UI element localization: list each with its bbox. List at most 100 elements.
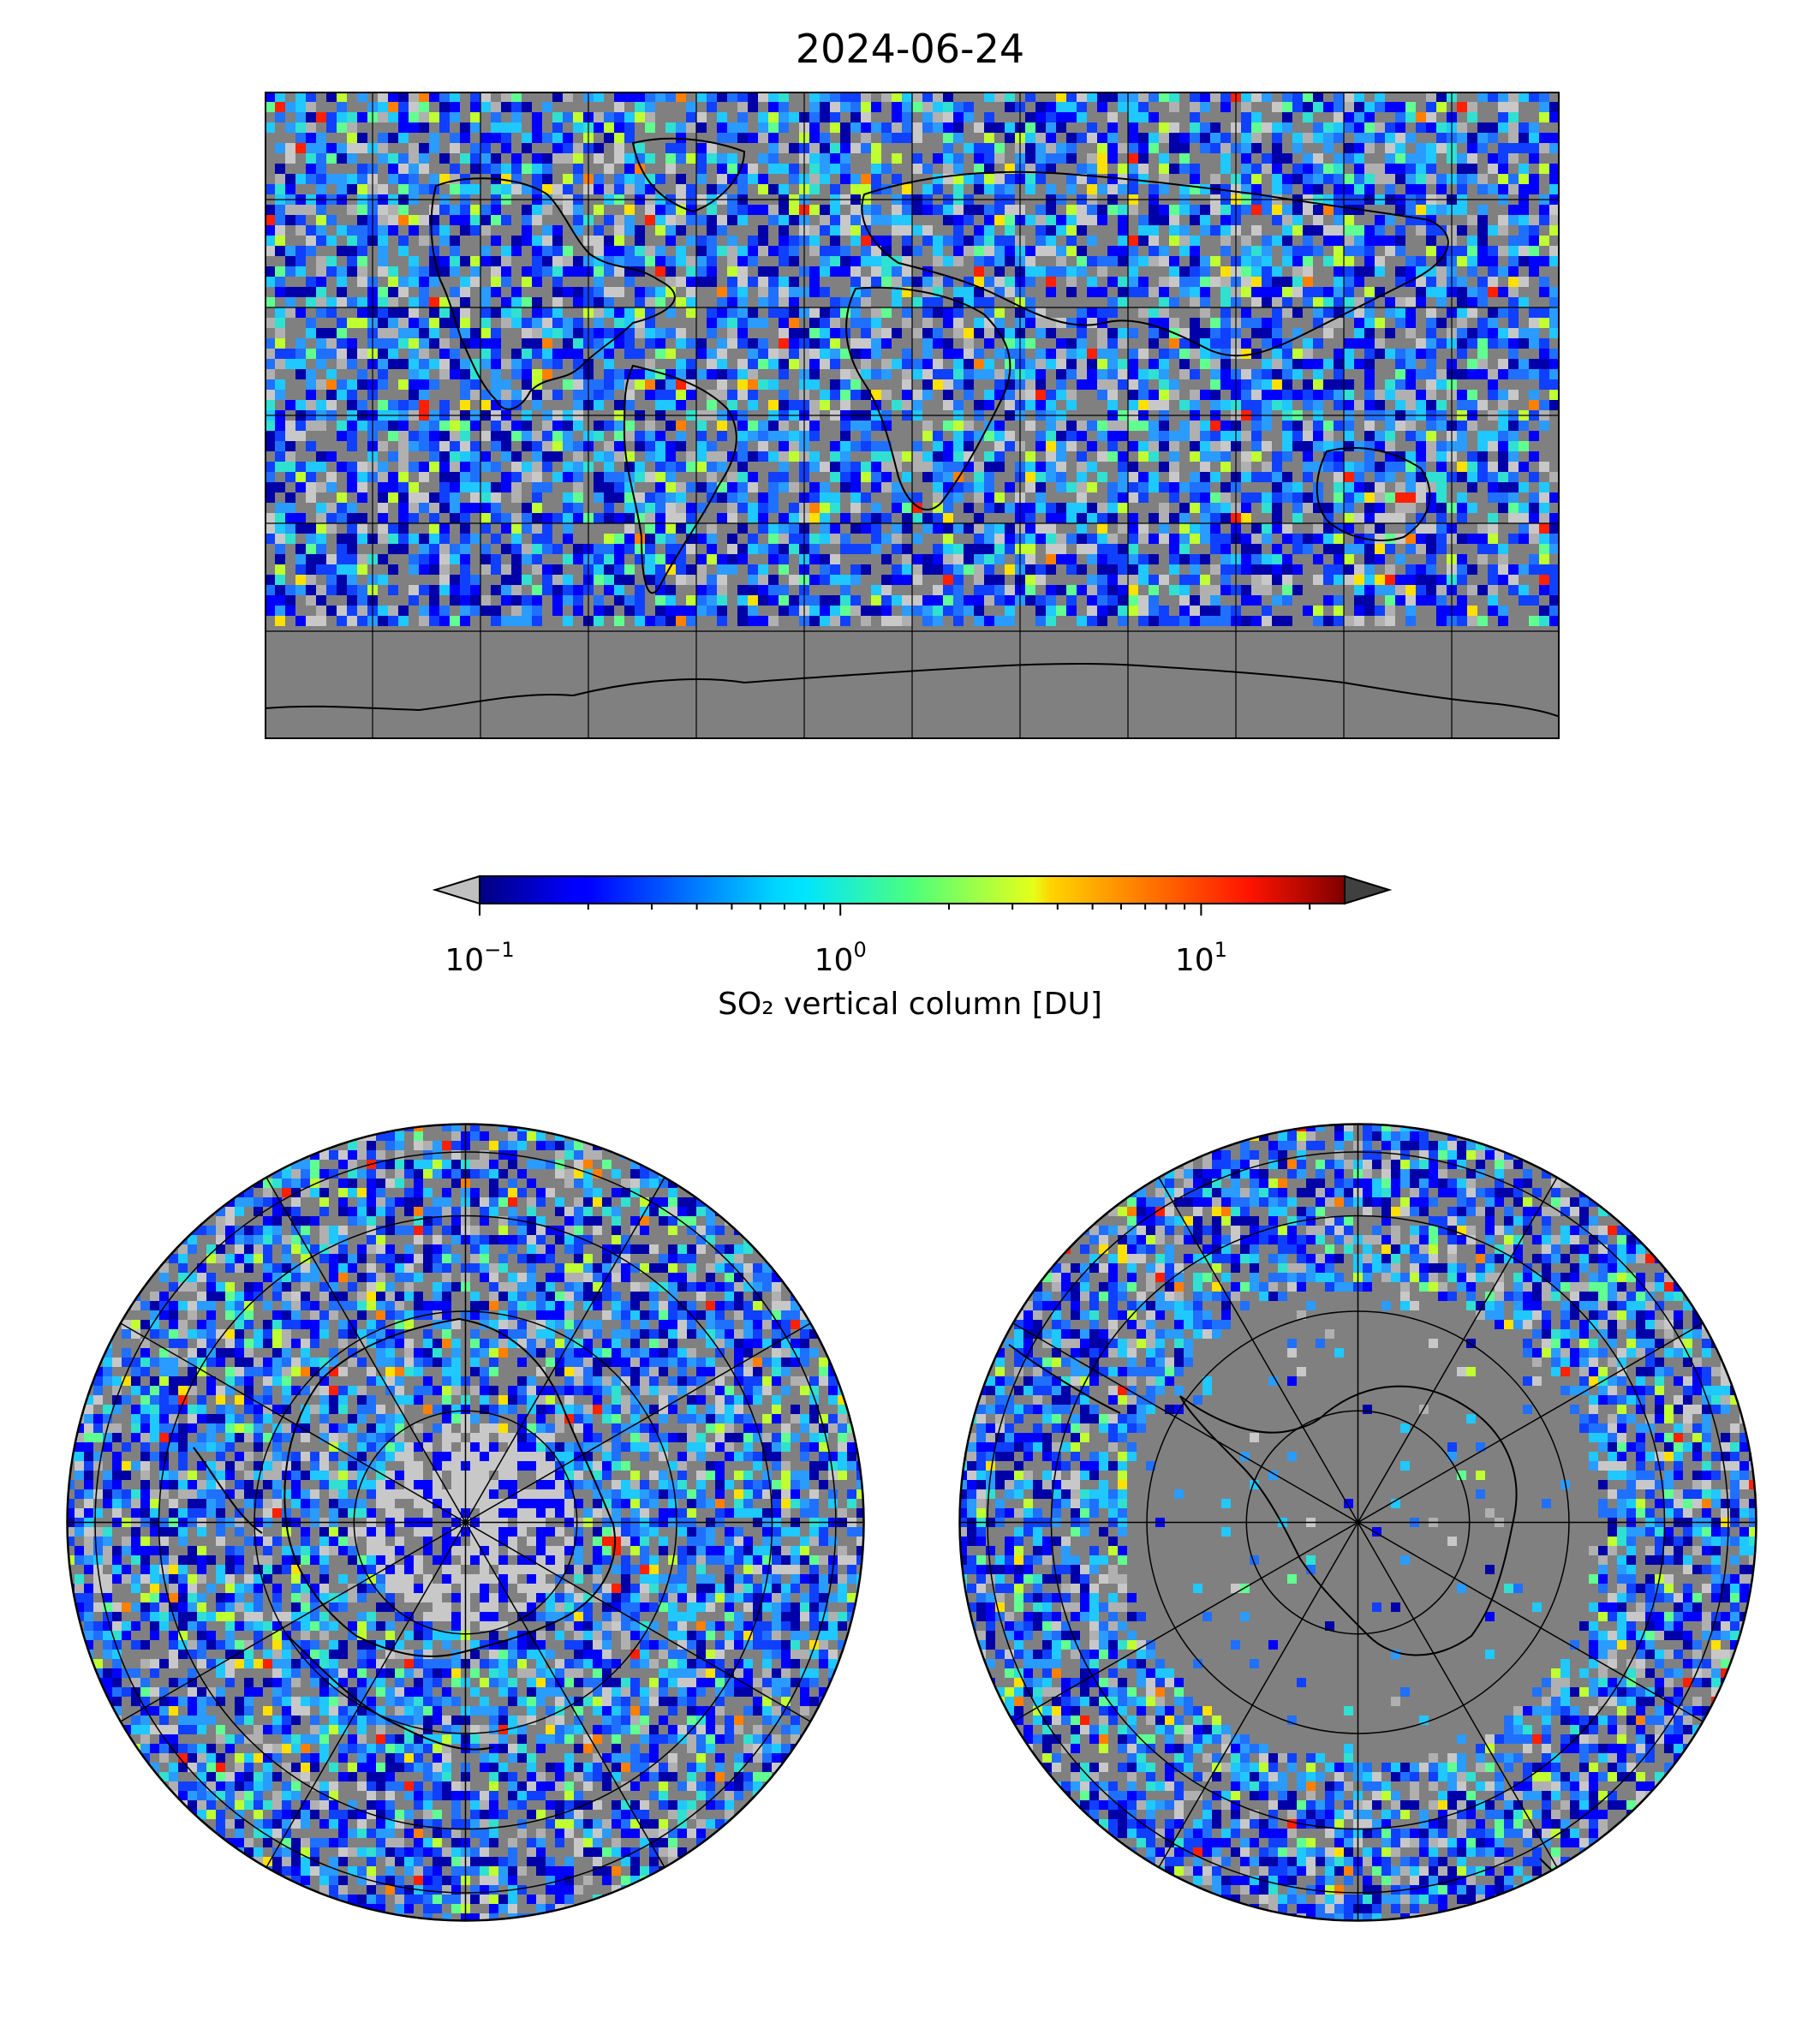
so2-pixel xyxy=(1169,215,1179,225)
so2-pixel xyxy=(573,400,583,410)
so2-pixel xyxy=(409,143,419,153)
so2-pixel xyxy=(573,122,583,133)
so2-pixel xyxy=(881,256,892,266)
so2-pixel xyxy=(1128,122,1138,133)
so2-pixel xyxy=(892,287,902,297)
so2-pixel xyxy=(707,318,717,328)
so2-pixel xyxy=(429,585,439,595)
so2-pixel xyxy=(388,606,398,616)
so2-pixel xyxy=(511,513,522,523)
so2-pixel xyxy=(789,482,799,492)
so2-pixel xyxy=(789,205,799,215)
so2-pixel xyxy=(439,431,450,441)
so2-pixel xyxy=(265,246,275,256)
so2-pixel xyxy=(1508,205,1519,215)
so2-pixel xyxy=(1519,328,1529,338)
so2-pixel xyxy=(1077,359,1087,369)
so2-pixel xyxy=(470,606,480,616)
so2-pixel xyxy=(1200,492,1210,503)
so2-pixel xyxy=(265,606,275,616)
so2-pixel xyxy=(460,503,470,513)
so2-pixel xyxy=(1118,379,1128,390)
so2-pixel xyxy=(861,122,871,133)
so2-pixel xyxy=(1529,400,1539,410)
so2-pixel xyxy=(1220,441,1231,451)
so2-pixel xyxy=(964,606,974,616)
so2-pixel xyxy=(943,441,953,451)
so2-pixel xyxy=(378,492,388,503)
colorbar-tick-label: 101 xyxy=(1174,938,1227,978)
so2-pixel xyxy=(272,1197,282,1207)
so2-pixel xyxy=(1118,585,1128,595)
so2-pixel xyxy=(388,287,398,297)
so2-pixel xyxy=(676,256,686,266)
so2-pixel xyxy=(984,338,994,349)
so2-pixel xyxy=(282,1169,291,1179)
so2-pixel xyxy=(840,164,850,174)
so2-pixel xyxy=(1508,236,1519,246)
so2-pixel xyxy=(1159,462,1169,472)
so2-pixel xyxy=(943,205,953,215)
so2-pixel xyxy=(881,451,892,462)
so2-pixel xyxy=(964,595,974,606)
so2-pixel xyxy=(419,359,429,369)
so2-pixel xyxy=(602,1160,612,1169)
so2-pixel xyxy=(511,482,522,492)
so2-pixel xyxy=(645,431,655,441)
so2-pixel xyxy=(1344,482,1354,492)
so2-pixel xyxy=(1549,164,1560,174)
so2-pixel xyxy=(1066,205,1077,215)
so2-pixel xyxy=(1159,205,1169,215)
so2-pixel xyxy=(1344,205,1354,215)
so2-pixel xyxy=(1282,153,1292,164)
so2-pixel xyxy=(994,143,1005,153)
so2-pixel xyxy=(1549,215,1560,225)
so2-pixel xyxy=(1220,246,1231,256)
so2-pixel xyxy=(727,472,737,482)
so2-pixel xyxy=(1488,513,1498,523)
so2-pixel xyxy=(1087,369,1097,379)
so2-pixel xyxy=(1436,451,1447,462)
so2-pixel xyxy=(409,554,419,564)
so2-pixel xyxy=(1046,277,1056,287)
so2-pixel xyxy=(522,277,532,287)
so2-pixel xyxy=(820,225,830,236)
so2-pixel xyxy=(563,266,573,277)
so2-pixel xyxy=(532,112,542,122)
so2-pixel xyxy=(665,236,676,246)
so2-pixel xyxy=(388,318,398,328)
so2-pixel xyxy=(1272,297,1282,307)
so2-pixel xyxy=(1179,575,1190,585)
so2-pixel xyxy=(1477,441,1488,451)
so2-pixel xyxy=(1508,122,1519,133)
so2-pixel xyxy=(480,482,491,492)
so2-pixel xyxy=(398,174,409,184)
so2-pixel xyxy=(1128,184,1138,194)
so2-pixel xyxy=(1035,564,1046,575)
so2-pixel xyxy=(727,256,737,266)
so2-pixel xyxy=(419,431,429,441)
so2-pixel xyxy=(861,143,871,153)
so2-pixel xyxy=(337,379,347,390)
so2-pixel xyxy=(820,307,830,318)
so2-pixel xyxy=(871,164,881,174)
so2-pixel xyxy=(602,1197,612,1207)
so2-pixel xyxy=(871,606,881,616)
so2-pixel xyxy=(912,462,922,472)
so2-pixel xyxy=(881,338,892,349)
so2-pixel xyxy=(1334,174,1344,184)
so2-pixel xyxy=(1426,153,1436,164)
so2-pixel xyxy=(470,102,480,112)
so2-pixel xyxy=(439,482,450,492)
so2-pixel xyxy=(491,441,501,451)
so2-pixel xyxy=(378,462,388,472)
so2-pixel xyxy=(1364,112,1375,122)
so2-pixel xyxy=(1005,215,1015,225)
so2-pixel xyxy=(994,369,1005,379)
so2-pixel xyxy=(1097,92,1107,102)
so2-pixel xyxy=(614,544,624,554)
so2-pixel xyxy=(1200,328,1210,338)
so2-pixel xyxy=(1508,256,1519,266)
so2-pixel xyxy=(409,585,419,595)
so2-pixel xyxy=(1344,246,1354,256)
